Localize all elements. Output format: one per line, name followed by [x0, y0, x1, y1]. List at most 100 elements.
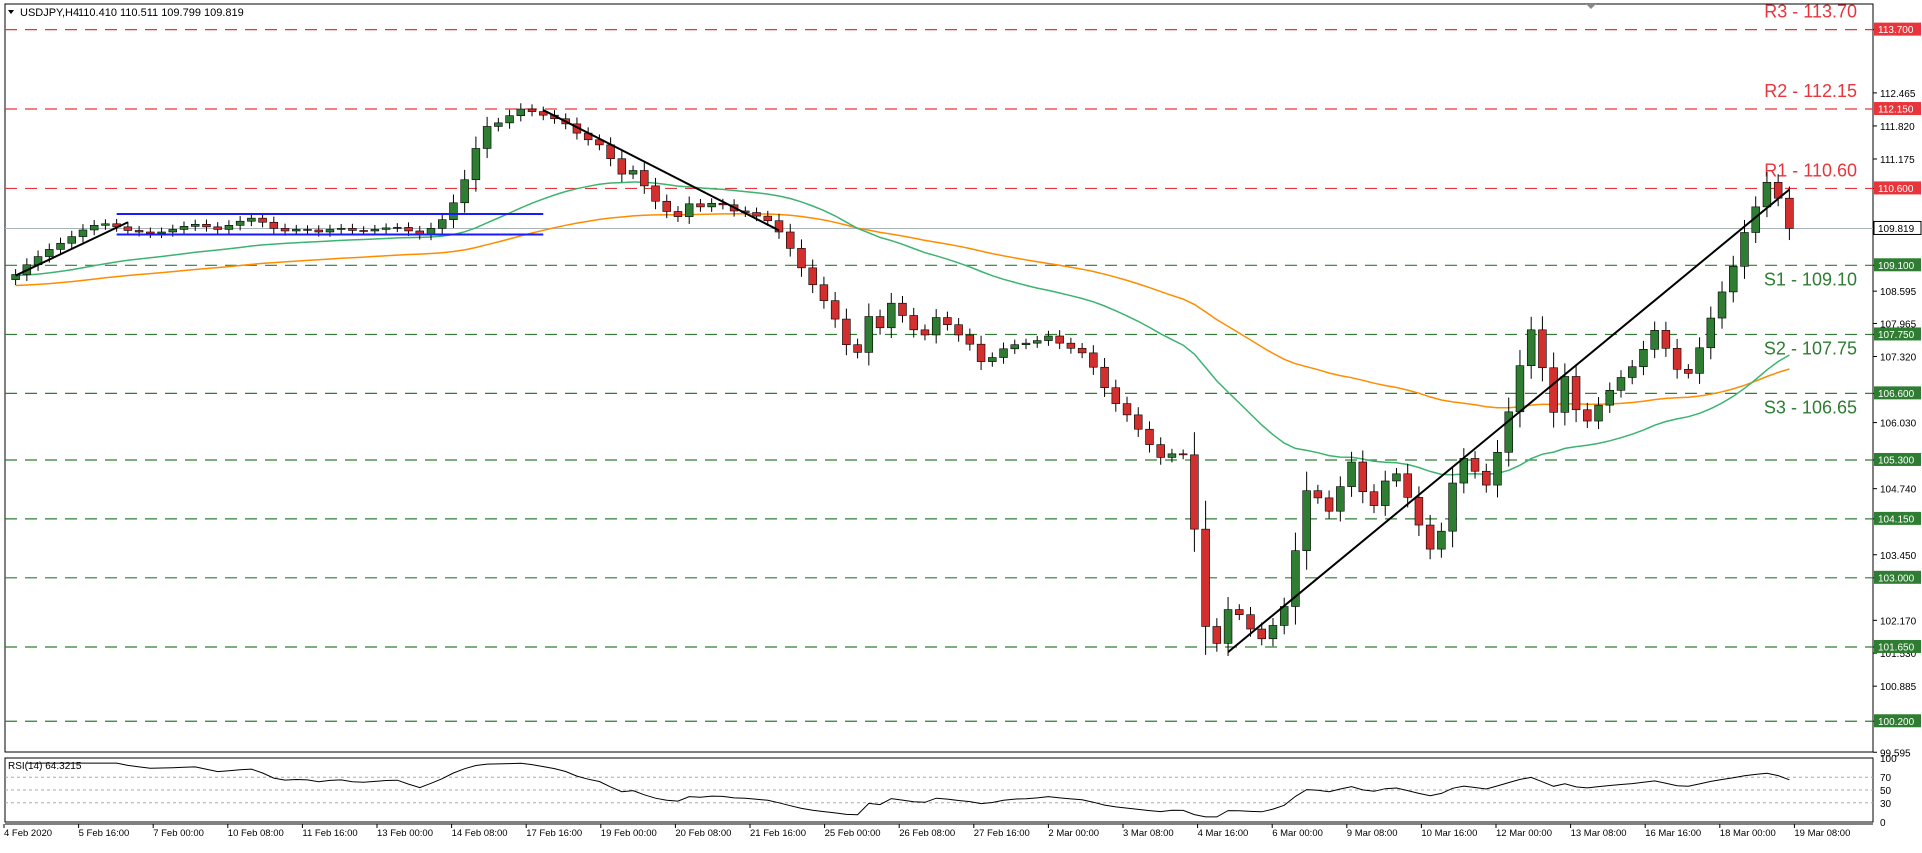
candle-body [1785, 197, 1794, 229]
candle-body [988, 357, 997, 362]
level-tag-bg [1874, 386, 1921, 400]
rsi-tick-label: 0 [1880, 818, 1886, 829]
candle-body [808, 267, 817, 286]
candle-body [101, 223, 110, 226]
candle [988, 352, 997, 367]
candle [1740, 219, 1749, 279]
symbol-label: USDJPY,H4 [20, 7, 79, 19]
candle [943, 311, 952, 331]
scroll-marker-icon[interactable] [1586, 4, 1596, 9]
candle [1437, 522, 1446, 558]
candle [1100, 358, 1109, 397]
candle-body [707, 202, 716, 208]
candle [662, 194, 671, 219]
candle-body [303, 229, 312, 231]
time-tick-label: 18 Mar 00:00 [1720, 828, 1776, 839]
price-tick-label: 111.820 [1880, 122, 1915, 133]
candle-body [1268, 625, 1278, 640]
candle-body [1381, 480, 1390, 506]
candle [1223, 597, 1233, 656]
candle-body [1257, 628, 1266, 640]
candle [505, 109, 514, 129]
candle [628, 165, 638, 180]
candle [1122, 396, 1132, 422]
price-tick-label: 107.965 [1880, 319, 1917, 330]
price-tick-label: 107.320 [1880, 352, 1917, 363]
candle-body [842, 318, 851, 345]
candle [1369, 484, 1379, 514]
trendline-downtrend[interactable] [542, 109, 780, 232]
candle [1650, 321, 1659, 359]
candle [1661, 321, 1671, 357]
candle-body [314, 229, 323, 233]
time-tick-label: 11 Feb 16:00 [302, 828, 357, 839]
candle [1639, 340, 1648, 376]
trendline-uptrend-feb[interactable] [15, 221, 129, 277]
candle [1470, 451, 1480, 479]
candle [808, 259, 817, 294]
level-tag-112.150: 112.150 [1878, 105, 1914, 116]
candle-body [1695, 347, 1704, 374]
candle-body [191, 224, 200, 227]
candle-body [449, 202, 458, 220]
level-tag-bg [1874, 511, 1921, 525]
candle-body [336, 228, 346, 230]
candle [651, 177, 660, 210]
candle-body [1291, 550, 1300, 607]
candle [78, 224, 88, 243]
candle-body [1167, 453, 1177, 458]
candle-body [1549, 367, 1558, 413]
candle-body [460, 179, 469, 204]
candle-body [1672, 347, 1682, 370]
candle-body [202, 224, 211, 228]
candle [1392, 467, 1401, 487]
candle [336, 224, 346, 234]
candle [909, 307, 918, 338]
candle [527, 104, 537, 117]
candle-body [920, 329, 930, 336]
candle-body [1235, 609, 1244, 615]
candle-body [78, 229, 88, 237]
time-tick-label: 17 Feb 16:00 [526, 828, 582, 839]
candle [1381, 470, 1390, 516]
candle-body [943, 317, 952, 326]
candle-body [134, 230, 144, 233]
candle-body [1089, 352, 1098, 368]
level-tag-103.000: 103.000 [1878, 573, 1915, 584]
candle-body [640, 170, 649, 187]
level-tag-bg [1874, 570, 1921, 584]
candle-body [1414, 497, 1424, 526]
candle-body [1134, 414, 1143, 430]
candle [763, 210, 773, 226]
candle-body [684, 203, 694, 217]
candle-body [1717, 291, 1727, 319]
candle-body [224, 225, 234, 230]
candle-body [797, 248, 806, 269]
candle [1077, 343, 1087, 359]
candle-body [437, 219, 447, 229]
price-tick-label: 101.530 [1880, 649, 1917, 660]
candle [494, 117, 503, 132]
time-tick-label: 14 Feb 08:00 [452, 828, 508, 839]
candle [1684, 364, 1693, 379]
candle [146, 227, 155, 239]
candle [1729, 255, 1738, 303]
trendline-uptrend-mar[interactable] [1227, 188, 1791, 653]
rsi-tick-label: 100 [1880, 754, 1897, 765]
candle [1403, 463, 1412, 508]
chevron-down-icon[interactable] [8, 10, 14, 14]
candle [269, 216, 279, 235]
candle-body [628, 170, 638, 175]
candle [774, 213, 784, 239]
candle-body [45, 249, 54, 257]
candle [1616, 370, 1626, 398]
candle [1493, 439, 1502, 498]
candle-body [1639, 349, 1648, 368]
candle-body [999, 348, 1008, 358]
candle-body [1313, 490, 1323, 499]
candle-body [1032, 340, 1042, 344]
candle [381, 223, 391, 234]
